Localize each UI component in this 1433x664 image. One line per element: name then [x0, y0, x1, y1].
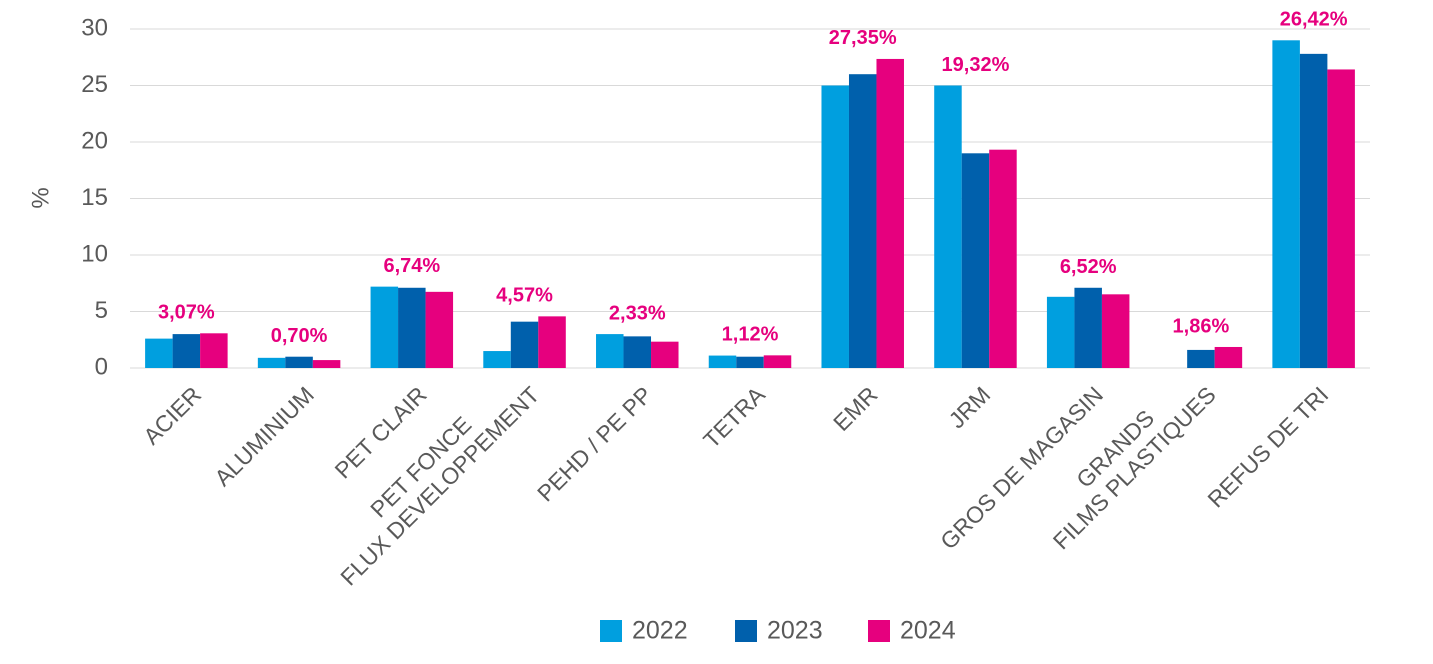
y-tick-label: 30 [81, 14, 108, 41]
y-tick-label: 15 [81, 184, 108, 211]
bar [172, 334, 201, 368]
bar [1214, 346, 1243, 368]
bar [285, 356, 313, 368]
bar [200, 333, 228, 368]
bar [370, 286, 399, 368]
legend-label: 2023 [767, 617, 823, 645]
data-label: 19,32% [942, 54, 1010, 76]
x-tick-label: EMR [828, 381, 883, 436]
bar [1187, 349, 1215, 368]
x-tick-label-group: EMR [828, 381, 883, 436]
bar [1046, 296, 1075, 368]
x-tick-label: REFUS DE TRI [1202, 381, 1333, 512]
bar [736, 356, 764, 368]
x-tick-label: TETRA [698, 381, 770, 453]
x-tick-label: JRM [943, 381, 995, 433]
data-label: 6,52% [1060, 256, 1117, 278]
bar [1299, 53, 1328, 369]
bar [1074, 287, 1102, 368]
y-tick-label: 20 [81, 127, 108, 154]
y-tick-label: 0 [95, 353, 108, 380]
y-tick-label: 5 [95, 297, 108, 324]
bar [398, 287, 426, 368]
x-tick-label-group: PEHD / PE PP [532, 381, 657, 506]
bar [848, 74, 877, 368]
bar [1101, 294, 1130, 368]
x-tick-label-group: ALUMINIUM [209, 381, 319, 491]
data-label: 27,35% [829, 27, 897, 49]
bar [934, 85, 962, 368]
bar [961, 153, 990, 368]
legend-swatch [735, 620, 757, 642]
legend-swatch [600, 620, 622, 642]
bar [876, 58, 904, 368]
data-label: 4,57% [496, 285, 553, 307]
bar [651, 341, 679, 368]
bar [1327, 69, 1355, 368]
data-label: 3,07% [158, 302, 215, 324]
bar [510, 321, 539, 368]
bar [821, 85, 849, 368]
legend-label: 2024 [900, 617, 956, 645]
x-tick-label-group: JRM [943, 381, 995, 433]
data-label: 2,33% [609, 302, 666, 324]
data-label: 0,70% [271, 325, 328, 347]
x-tick-label: ALUMINIUM [209, 381, 319, 491]
data-label: 1,12% [722, 324, 779, 346]
x-tick-label-group: REFUS DE TRI [1202, 381, 1333, 512]
y-tick-label: 10 [81, 240, 108, 267]
bar [596, 334, 624, 368]
y-tick-label: 25 [81, 71, 108, 98]
data-label: 6,74% [383, 255, 440, 277]
x-tick-label-group: TETRA [698, 381, 770, 453]
x-tick-label-group: ACIER [138, 381, 206, 449]
x-tick-label: ACIER [138, 381, 206, 449]
y-axis-label: % [27, 187, 54, 208]
bar [538, 316, 566, 368]
bar [425, 291, 454, 368]
x-tick-label: PEHD / PE PP [532, 381, 657, 506]
bar [989, 149, 1017, 368]
data-label: 1,86% [1173, 315, 1230, 337]
bar [763, 355, 792, 368]
bar [145, 338, 173, 368]
data-label: 26,42% [1280, 9, 1348, 31]
bar [1272, 40, 1300, 369]
bar [483, 351, 511, 368]
bar [623, 336, 652, 368]
bar [708, 355, 737, 368]
x-tick-label: FLUX DEVELOPPEMENT [335, 381, 544, 590]
bar [257, 357, 286, 368]
legend-label: 2022 [632, 617, 688, 645]
bar [312, 360, 341, 368]
legend-swatch [868, 620, 890, 642]
